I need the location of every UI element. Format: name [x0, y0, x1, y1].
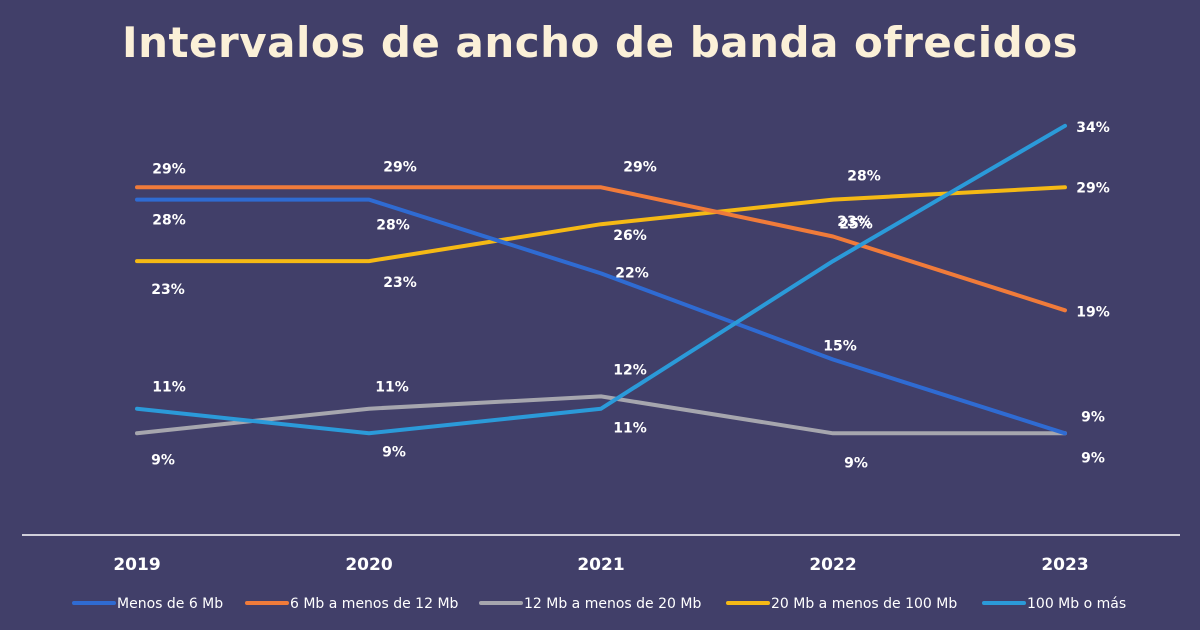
legend-label: 6 Mb a menos de 12 Mb [290, 596, 459, 612]
data-label-s4-3: 23% [837, 214, 871, 230]
legend-label: 100 Mb o más [1027, 596, 1126, 612]
legend-label: 20 Mb a menos de 100 Mb [771, 596, 957, 612]
data-label-s3-4: 29% [1076, 180, 1110, 196]
data-label-s2-1: 11% [375, 380, 409, 396]
data-label-s1-0: 29% [152, 161, 186, 177]
data-label-s4-2: 11% [613, 421, 647, 437]
data-label-s1-2: 29% [623, 159, 657, 175]
data-label-s3-2: 26% [613, 228, 647, 244]
data-label-s0-3: 15% [823, 339, 857, 355]
data-label-s1-4: 19% [1076, 304, 1110, 320]
chart-title: Intervalos de ancho de banda ofrecidos [121, 18, 1079, 67]
legend-label: 12 Mb a menos de 20 Mb [524, 596, 701, 612]
x-tick-label: 2019 [113, 555, 160, 575]
data-label-s2-4: 9% [1081, 409, 1105, 425]
series-line-1 [135, 185, 1067, 313]
legend-label: Menos de 6 Mb [117, 596, 223, 612]
data-label-s4-1: 9% [382, 444, 406, 460]
x-tick-label: 2022 [809, 555, 856, 575]
data-label-s1-1: 29% [383, 159, 417, 175]
data-label-s1-3: 25% [839, 217, 873, 233]
series-line-0 [135, 197, 1067, 436]
series-line-3 [135, 185, 1067, 264]
data-label-s0-0: 28% [152, 213, 186, 229]
data-label-s2-0: 9% [151, 452, 175, 468]
x-tick-label: 2020 [345, 555, 392, 575]
data-label-s0-2: 22% [615, 265, 649, 281]
data-label-s4-0: 11% [152, 380, 186, 396]
data-label-s2-2: 12% [613, 362, 647, 378]
series-line-2 [135, 394, 1067, 436]
data-label-s3-1: 23% [383, 275, 417, 291]
data-label-s0-1: 28% [376, 218, 410, 234]
x-tick-label: 2023 [1041, 555, 1088, 575]
data-label-s3-3: 28% [847, 169, 881, 185]
data-label-s3-0: 23% [151, 282, 185, 298]
data-label-s4-4: 34% [1076, 120, 1110, 136]
data-label-s0-4: 9% [1081, 450, 1105, 466]
data-label-s2-3: 9% [844, 455, 868, 471]
series-line-4 [135, 123, 1067, 436]
x-tick-label: 2021 [577, 555, 624, 575]
